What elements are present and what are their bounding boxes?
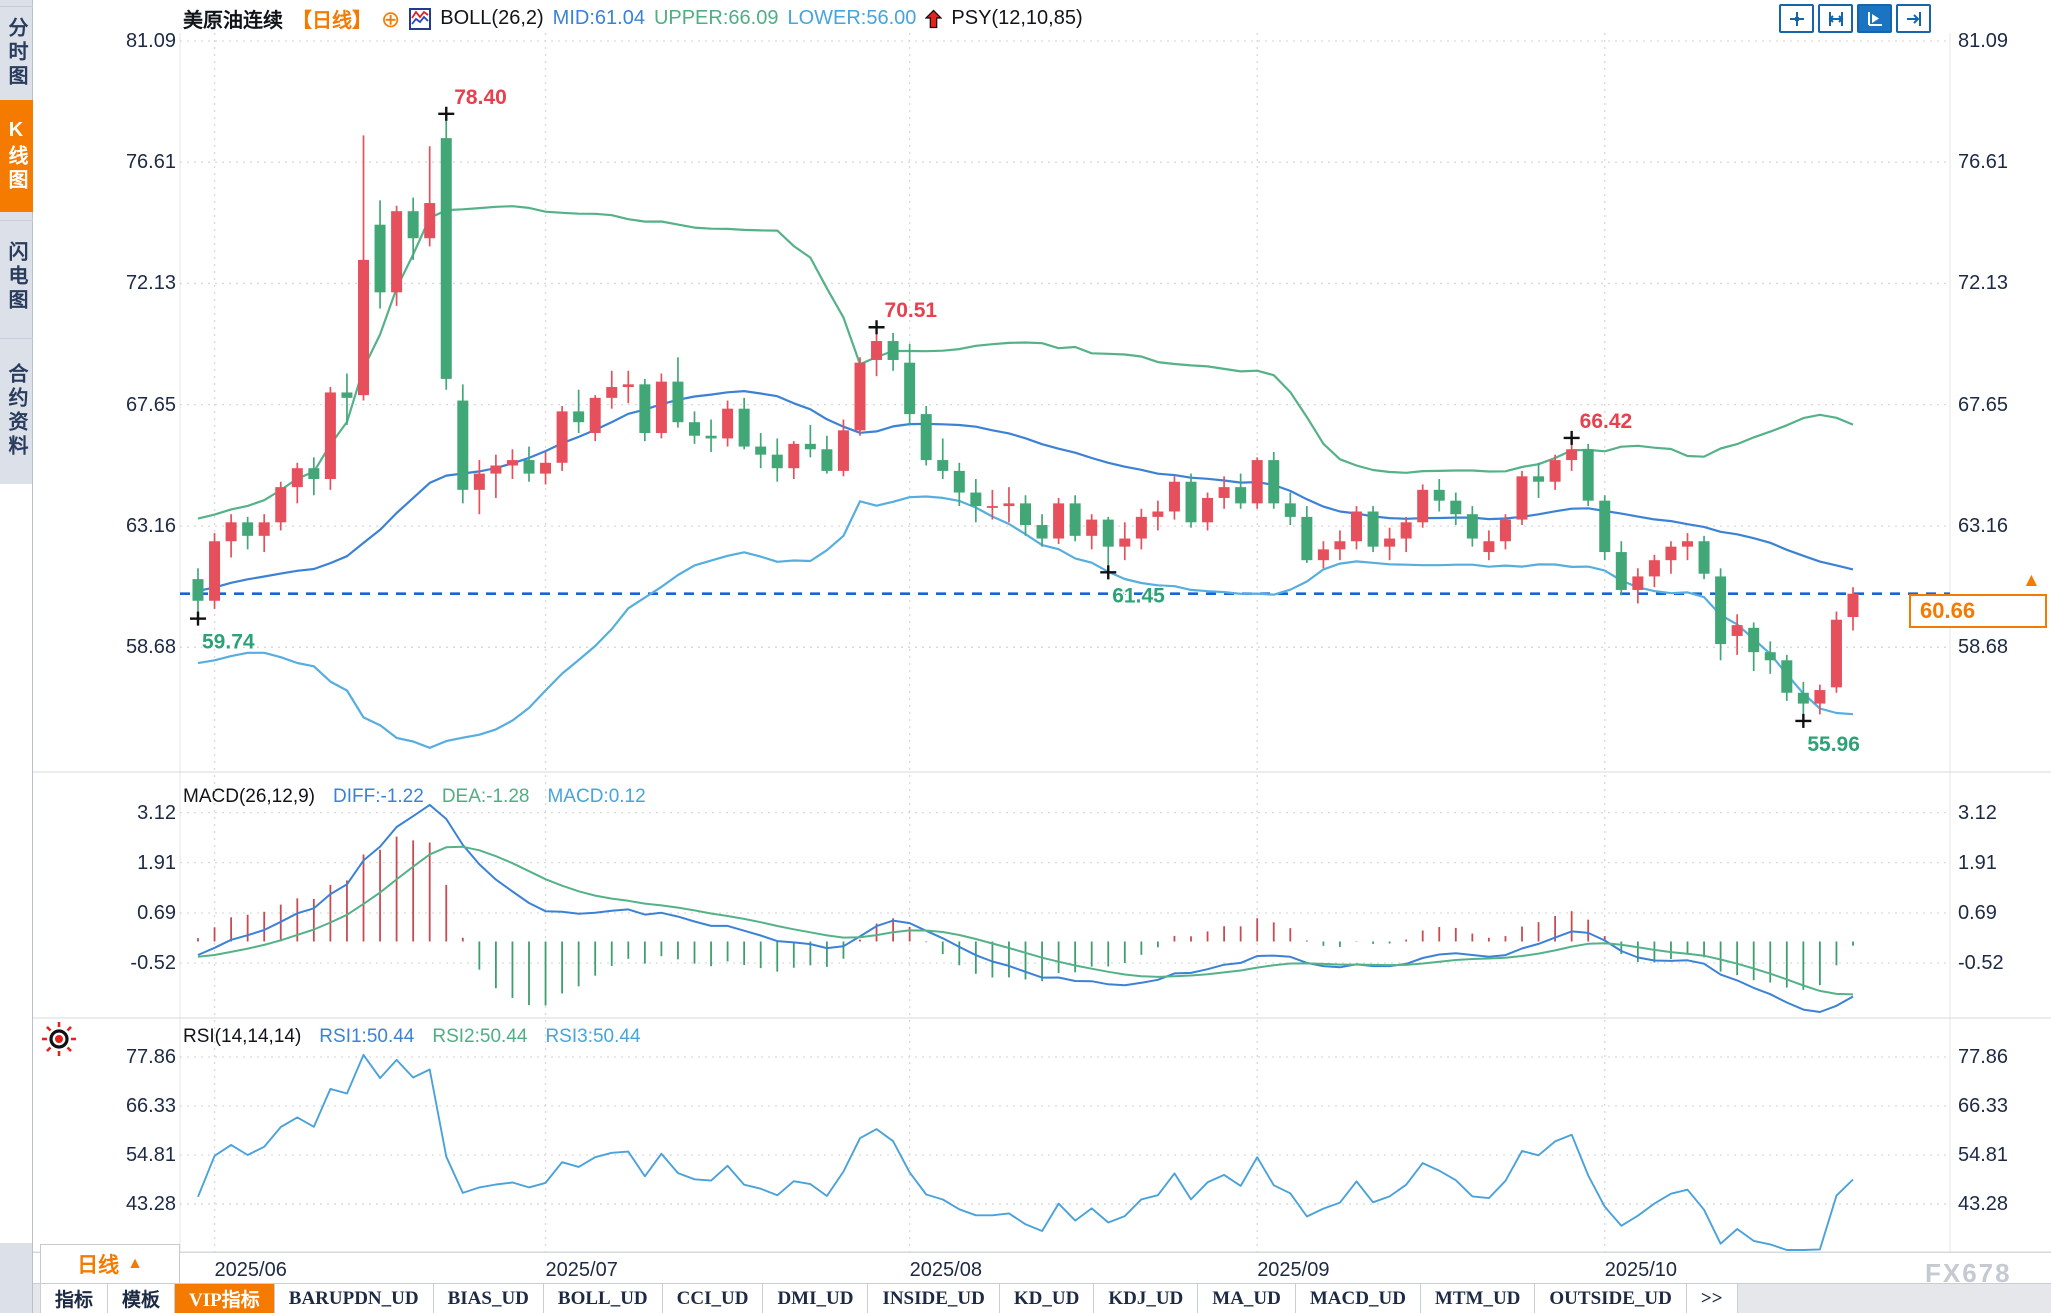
indicator-tabs-bar: 指标 模板 VIP指标 BARUPDN_UD BIAS_UD BOLL_UD CCI_UD D… (33, 1283, 2051, 1313)
axis-tick-label: 63.16 (125, 515, 176, 538)
go-to-latest-icon[interactable] (1896, 4, 1931, 33)
price-up-arrow-icon: ▲ (2022, 570, 2041, 591)
boll-upper-value: UPPER:66.09 (653, 7, 779, 29)
boll-lower-value: LOWER:56.00 (787, 7, 917, 29)
axis-tick-label: -0.52 (130, 951, 176, 974)
x-axis-row: 日线 ▲ 2025/06 2025/07 2025/08 2025/09 2025/10 (33, 1244, 2051, 1284)
chart-header: 美原油连续 【日线】 ⊕ BOLL(26,2) MID:61.04 UPPER:… (183, 4, 1083, 33)
axis-tick-label: 67.65 (125, 393, 176, 416)
fit-range-icon[interactable] (1818, 4, 1853, 33)
mini-chart-icon[interactable] (409, 7, 432, 30)
rsi-header: RSI(14,14,14) RSI1:50.44 RSI2:50.44 RSI3… (183, 1026, 641, 1048)
axis-tick-label: 81.09 (125, 30, 176, 52)
axis-tick-label: 0.69 (1958, 902, 1997, 924)
axis-tick-label: 76.61 (1958, 151, 2009, 174)
svg-text:66.42: 66.42 (1580, 410, 1633, 433)
axis-tick-label: 1.91 (137, 851, 176, 874)
axis-tick-label: 43.28 (125, 1193, 176, 1216)
auto-scale-icon[interactable] (1857, 4, 1892, 33)
red-up-arrow-icon (925, 9, 943, 28)
tab-indicator[interactable]: 指标 (40, 1284, 109, 1313)
axis-tick-label: 76.61 (125, 151, 176, 174)
axis-tick-label: 0.69 (137, 902, 176, 924)
svg-text:59.74: 59.74 (202, 631, 255, 654)
tab-ma-ud[interactable]: MA_UD (1198, 1284, 1296, 1313)
x-axis-month-label: 2025/10 (1604, 1259, 1678, 1281)
axis-tick-label: 81.09 (1958, 30, 2009, 52)
svg-text:78.40: 78.40 (454, 86, 507, 109)
alert-sun-icon[interactable] (36, 1016, 82, 1062)
tab-inside-ud[interactable]: INSIDE_UD (868, 1284, 1000, 1313)
axis-tick-label: 66.33 (1958, 1095, 2009, 1118)
tab-mtm-ud[interactable]: MTM_UD (1420, 1284, 1536, 1313)
svg-text:55.96: 55.96 (1807, 733, 1860, 756)
macd-header: MACD(26,12,9) DIFF:-1.22 DEA:-1.28 MACD:… (183, 786, 646, 808)
axis-tick-label: 58.68 (1958, 636, 2009, 659)
axis-tick-label: 58.68 (125, 636, 176, 659)
triangle-up-icon: ▲ (127, 1255, 143, 1272)
period-selector-button[interactable]: 日线 ▲ (40, 1244, 180, 1284)
axis-tick-label: 43.28 (1958, 1193, 2009, 1216)
axis-tick-label: 72.13 (1958, 272, 2009, 295)
axis-tick-label: 67.65 (1958, 393, 2009, 416)
period-label: 日线 (77, 1254, 120, 1277)
axis-tick-label: 66.33 (125, 1095, 176, 1118)
tab-kdj-ud[interactable]: KDJ_UD (1094, 1284, 1199, 1313)
tab-macd-ud[interactable]: MACD_UD (1295, 1284, 1421, 1313)
psy-params: PSY(12,10,85) (951, 7, 1083, 29)
target-circle-icon[interactable]: ⊕ (381, 5, 401, 32)
sidebar-item-flash-chart[interactable]: 闪电图 (0, 220, 33, 333)
svg-text:61.45: 61.45 (1112, 584, 1165, 607)
rsi3-value: RSI3:50.44 (545, 1026, 641, 1047)
boll-mid-value: MID:61.04 (552, 7, 645, 29)
axis-tick-label: 77.86 (1958, 1046, 2009, 1068)
rsi-params: RSI(14,14,14) (183, 1026, 302, 1047)
sidebar-item-time-chart[interactable]: 分时图 (0, 6, 33, 99)
svg-text:70.51: 70.51 (885, 299, 938, 322)
macd-diff-value: DIFF:-1.22 (333, 786, 424, 807)
last-price-box: 60.66 (1909, 594, 2047, 628)
axis-tick-label: 63.16 (1958, 515, 2009, 538)
tab-kd-ud[interactable]: KD_UD (999, 1284, 1095, 1313)
tab-bias-ud[interactable]: BIAS_UD (433, 1284, 544, 1313)
tab-cci-ud[interactable]: CCI_UD (662, 1284, 764, 1313)
tab-boll-ud[interactable]: BOLL_UD (543, 1284, 663, 1313)
macd-dea-value: DEA:-1.28 (441, 786, 530, 807)
tab-template[interactable]: 模板 (108, 1284, 176, 1313)
sidebar-item-contract-info[interactable]: 合约资料 (0, 338, 33, 483)
tab-vip-indicator[interactable]: VIP指标 (175, 1284, 275, 1313)
axis-tick-label: 3.12 (1958, 801, 1997, 824)
last-price-value: 60.66 (1920, 598, 1976, 623)
sidebar-empty-area (0, 484, 32, 1243)
axis-tick-label: 1.91 (1958, 851, 1997, 874)
symbol-title: 美原油连续 (183, 10, 283, 32)
axis-tick-label: 54.81 (1958, 1144, 2009, 1167)
axis-tick-label: 54.81 (125, 1144, 176, 1167)
axis-tick-label: 77.86 (125, 1046, 176, 1068)
tab-barupdn-ud[interactable]: BARUPDN_UD (274, 1284, 434, 1313)
watermark: FX678 (1925, 1258, 2012, 1288)
x-axis-month-label: 2025/07 (545, 1259, 618, 1281)
tab-more[interactable]: >> (1686, 1284, 1738, 1313)
sidebar-item-kline-chart[interactable]: K线图 (0, 100, 33, 212)
macd-macd-value: MACD:0.12 (547, 786, 646, 807)
tab-outside-ud[interactable]: OUTSIDE_UD (1535, 1284, 1687, 1313)
x-axis-month-label: 2025/08 (909, 1259, 982, 1281)
x-axis-month-label: 2025/09 (1257, 1259, 1330, 1281)
sidebar: 分时图 K线图闪电图合约资料 (0, 0, 33, 1313)
axis-tick-label: 3.12 (137, 801, 176, 824)
axis-tick-label: -0.52 (1958, 951, 2004, 974)
axis-tick-label: 72.13 (125, 272, 176, 295)
macd-params: MACD(26,12,9) (183, 786, 315, 807)
x-axis-month-label: 2025/06 (214, 1259, 287, 1281)
rsi2-value: RSI2:50.44 (432, 1026, 528, 1047)
rsi1-value: RSI1:50.44 (319, 1026, 415, 1047)
boll-params: BOLL(26,2) (440, 7, 544, 29)
crosshair-icon[interactable] (1779, 4, 1814, 33)
tab-dmi-ud[interactable]: DMI_UD (763, 1284, 869, 1313)
period-tag[interactable]: 【日线】 (292, 10, 372, 32)
chart-toolbar (1779, 4, 1931, 33)
